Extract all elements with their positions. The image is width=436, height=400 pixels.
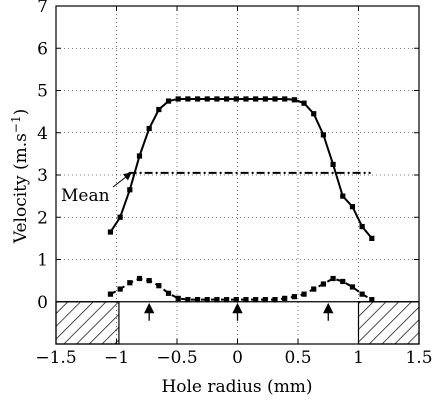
x-tick-label: 0.5 xyxy=(284,348,311,368)
data-point-marker xyxy=(359,291,365,297)
data-point-marker xyxy=(369,297,375,303)
data-point-marker xyxy=(185,297,191,303)
data-point-marker xyxy=(262,96,268,102)
y-axis-label-main: Velocity (m.s xyxy=(11,133,31,244)
data-point-marker xyxy=(146,125,152,132)
x-tick-label: 1 xyxy=(353,348,364,368)
data-point-marker xyxy=(175,295,181,301)
y-tick-label: 7 xyxy=(37,0,48,17)
x-tick-label: 0 xyxy=(232,348,243,368)
data-point-marker xyxy=(272,297,278,303)
data-point-marker xyxy=(291,294,297,300)
data-point-marker xyxy=(214,96,220,102)
solid-series-line xyxy=(109,97,373,240)
data-point-marker xyxy=(301,100,307,106)
x-tick-label: 1.5 xyxy=(405,348,432,368)
data-point-marker xyxy=(359,223,365,230)
y-tick-label: 1 xyxy=(37,251,48,271)
data-point-marker xyxy=(340,193,346,199)
data-point-marker xyxy=(282,295,288,301)
data-point-marker xyxy=(194,297,201,303)
data-point-marker xyxy=(136,153,143,159)
data-point-marker xyxy=(291,97,297,103)
data-point-marker xyxy=(282,96,288,102)
data-point-marker xyxy=(165,98,172,104)
x-axis-label: Hole radius (mm) xyxy=(161,377,312,397)
data-point-marker xyxy=(136,275,143,282)
data-point-marker xyxy=(146,278,152,284)
data-point-marker xyxy=(127,187,133,193)
data-point-marker xyxy=(369,235,375,241)
data-point-marker xyxy=(224,297,230,303)
x-tick-label: −1.5 xyxy=(35,348,76,368)
data-point-marker xyxy=(194,96,201,102)
data-point-marker xyxy=(117,214,123,220)
y-tick-label: 5 xyxy=(37,82,48,102)
y-tick-label: 3 xyxy=(37,166,48,186)
data-point-marker xyxy=(330,161,336,168)
data-point-marker xyxy=(301,291,307,297)
data-point-marker xyxy=(165,290,172,296)
data-point-marker xyxy=(224,96,230,102)
data-point-marker xyxy=(107,229,114,235)
y-tick-label: 2 xyxy=(37,208,48,228)
y-tick-label: 0 xyxy=(37,293,48,313)
data-point-marker xyxy=(156,283,162,289)
wall-hatch xyxy=(55,301,120,345)
data-point-marker xyxy=(127,280,133,286)
data-point-marker xyxy=(175,96,181,102)
data-point-marker xyxy=(320,132,327,138)
mean-annotation-arrow xyxy=(112,172,132,188)
x-tick-label: −1 xyxy=(104,348,129,368)
y-tick-label: 4 xyxy=(37,124,48,144)
grid xyxy=(56,6,419,344)
axes xyxy=(55,5,420,345)
data-point-marker xyxy=(156,106,162,113)
data-point-marker xyxy=(204,297,210,303)
y-axis-label-suffix: ) xyxy=(11,109,31,116)
data-point-marker xyxy=(330,275,336,282)
data-point-marker xyxy=(253,96,259,102)
data-point-marker xyxy=(204,96,210,102)
tick-labels: −1.5 −1 −0.5 0 0.5 1 1.5 0 1 2 3 4 5 6 7 xyxy=(35,0,432,368)
data-point-marker xyxy=(243,297,249,303)
data-point-marker xyxy=(311,286,317,292)
data-point-marker xyxy=(117,286,123,292)
y-axis-label-superscript: −1 xyxy=(9,115,23,133)
data-point-marker xyxy=(262,297,268,303)
annotations: Mean xyxy=(61,172,132,206)
data-point-marker xyxy=(185,96,191,102)
data-point-marker xyxy=(233,297,239,303)
series-layer xyxy=(107,96,375,303)
y-axis-label: Velocity (m.s−1) xyxy=(9,109,31,244)
y-tick-label: 6 xyxy=(37,39,48,59)
dashed-series-line xyxy=(109,277,373,301)
data-point-marker xyxy=(107,291,114,297)
data-point-marker xyxy=(349,204,356,210)
wall-hatch xyxy=(357,301,420,345)
data-point-marker xyxy=(243,96,249,102)
data-point-marker xyxy=(214,297,220,303)
data-point-marker xyxy=(253,297,259,303)
mean-annotation-label: Mean xyxy=(61,186,110,206)
data-point-marker xyxy=(311,111,317,117)
flow-arrows xyxy=(143,302,334,321)
data-point-marker xyxy=(349,284,356,290)
data-point-marker xyxy=(320,281,327,287)
x-tick-label: −0.5 xyxy=(156,348,197,368)
data-point-marker xyxy=(272,96,278,102)
data-point-marker xyxy=(340,278,346,285)
data-point-marker xyxy=(233,96,239,102)
